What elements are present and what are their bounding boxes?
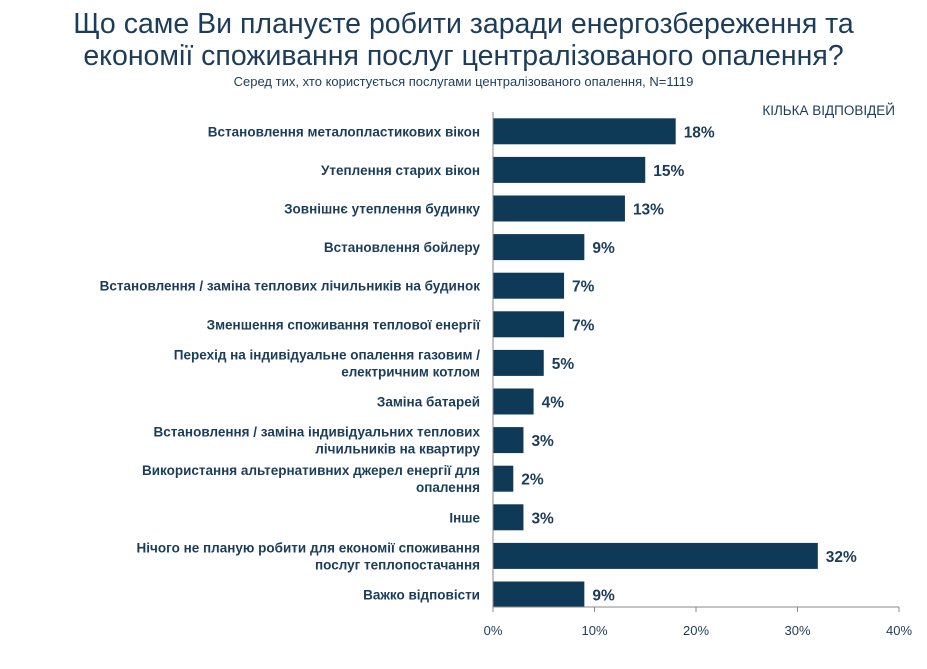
value-label-3: 9% xyxy=(592,240,615,257)
bar-6 xyxy=(493,349,544,376)
chart-title: Що саме Ви плануєте робити заради енерго… xyxy=(0,8,927,72)
x-tick-label-1: 10% xyxy=(581,623,607,638)
value-label-2: 13% xyxy=(633,202,664,219)
x-tick-label-0: 0% xyxy=(484,623,503,638)
chart-subtitle: Серед тих, хто користується послугами це… xyxy=(233,74,694,89)
title-line-2: економії споживання послуг централізован… xyxy=(83,40,844,72)
bar-10 xyxy=(493,504,524,531)
category-label-10: Інше xyxy=(449,510,480,525)
value-label-10: 3% xyxy=(531,510,554,527)
category-label-12: Важко відповісти xyxy=(363,588,480,603)
bar-9 xyxy=(493,465,514,492)
category-label-0: Встановлення металопластикових вікон xyxy=(208,124,480,139)
value-label-12: 9% xyxy=(592,588,615,605)
x-tick-label-4: 40% xyxy=(886,623,912,638)
category-label-6: Перехід на індивідуальне опалення газови… xyxy=(174,347,480,379)
bar-7 xyxy=(493,388,534,415)
bar-3 xyxy=(493,234,585,261)
x-tick-label-3: 30% xyxy=(784,623,810,638)
value-label-0: 18% xyxy=(684,124,715,141)
bar-0 xyxy=(493,118,676,145)
value-label-11: 32% xyxy=(826,549,857,566)
category-label-5: Зменшення споживання теплової енергії xyxy=(207,317,482,332)
bar-2 xyxy=(493,195,625,222)
category-label-7: Заміна батарей xyxy=(377,395,480,410)
title-line-1: Що саме Ви плануєте робити заради енерго… xyxy=(73,8,854,40)
bar-4 xyxy=(493,272,565,299)
category-label-4: Встановлення / заміна теплових лічильник… xyxy=(100,279,481,294)
bar-12 xyxy=(493,581,585,608)
category-label-9: Використання альтернативних джерел енерг… xyxy=(142,463,480,495)
value-label-7: 4% xyxy=(542,395,565,412)
value-label-8: 3% xyxy=(531,433,554,450)
category-label-2: Зовнішнє утеплення будинку xyxy=(284,202,480,217)
bar-5 xyxy=(493,311,565,338)
bar-1 xyxy=(493,156,646,183)
x-tick-label-2: 20% xyxy=(683,623,709,638)
value-label-4: 7% xyxy=(572,279,595,296)
value-label-9: 2% xyxy=(521,472,544,489)
bar-11 xyxy=(493,542,818,569)
bar-8 xyxy=(493,427,524,454)
value-label-1: 15% xyxy=(653,163,684,180)
category-label-11: Нічого не планую робити для економії спо… xyxy=(137,540,480,572)
category-label-8: Встановлення / заміна індивідуальних теп… xyxy=(154,425,481,457)
value-label-6: 5% xyxy=(552,356,575,373)
multiple-answers-note: КІЛЬКА ВІДПОВІДЕЙ xyxy=(762,103,895,118)
category-label-3: Встановлення бойлеру xyxy=(324,240,481,255)
value-label-5: 7% xyxy=(572,317,595,334)
category-label-1: Утеплення старих вікон xyxy=(321,163,480,178)
